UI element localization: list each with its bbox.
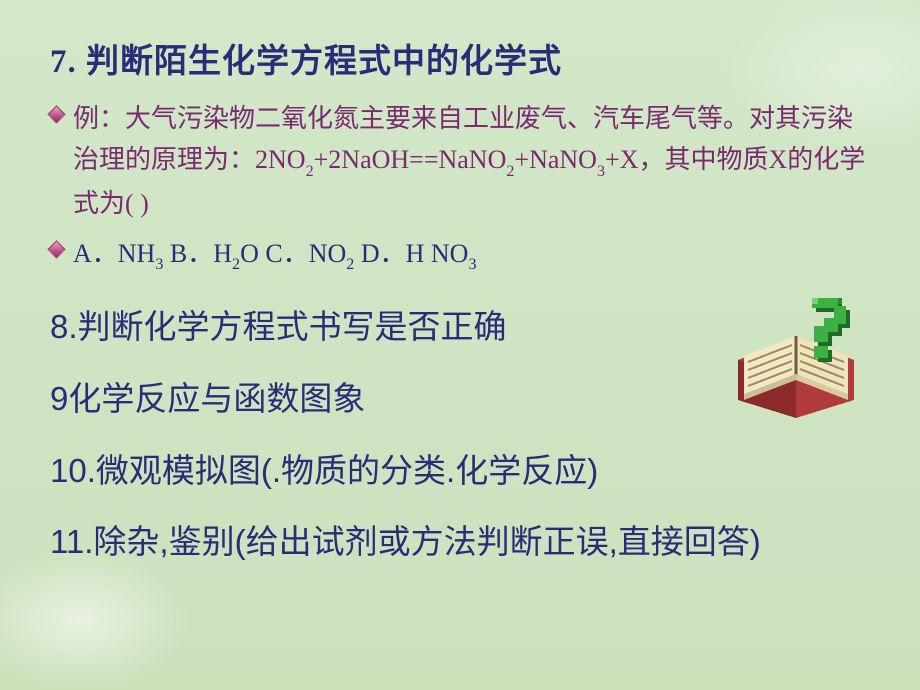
diamond-bullet-icon [47, 240, 65, 258]
topic-9: 9化学反应与函数图象 [50, 375, 870, 423]
slide: 7. 判断陌生化学方程式中的化学式 例：大气污染物二氧化氮主要来自工业废气、汽车… [0, 0, 920, 690]
diamond-bullet-icon [47, 105, 65, 123]
topic-11: 11.除杂,鉴别(给出试剂或方法判断正误,直接回答) [50, 518, 870, 566]
heading-7: 7. 判断陌生化学方程式中的化学式 [50, 38, 870, 88]
example-text: 例：大气污染物二氧化氮主要来自工业废气、汽车尾气等。对其污染治理的原理为：2NO… [73, 98, 870, 225]
topic-10: 10.微观模拟图(.物质的分类.化学反应) [50, 447, 870, 495]
options-row: A．NH3 B．H2O C．NO2 D．H NO3 [50, 233, 870, 273]
topic-8: 8.判断化学方程式书写是否正确 [50, 303, 870, 351]
options-text: A．NH3 B．H2O C．NO2 D．H NO3 [73, 233, 477, 273]
example-row: 例：大气污染物二氧化氮主要来自工业废气、汽车尾气等。对其污染治理的原理为：2NO… [50, 98, 870, 225]
